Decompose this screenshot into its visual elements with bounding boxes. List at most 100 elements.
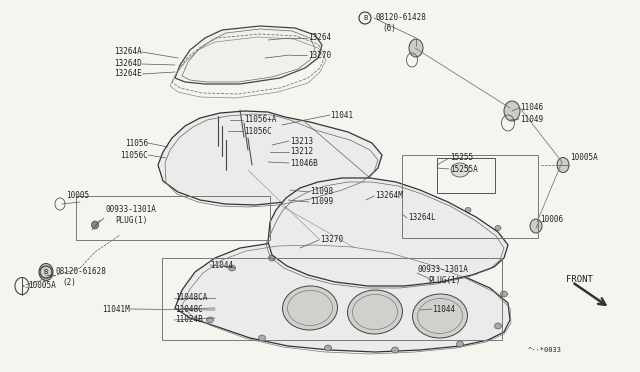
Ellipse shape <box>472 269 478 275</box>
Ellipse shape <box>372 282 378 288</box>
Ellipse shape <box>413 294 467 338</box>
Ellipse shape <box>337 249 344 255</box>
Ellipse shape <box>197 132 203 138</box>
Text: 11046: 11046 <box>520 103 543 112</box>
Ellipse shape <box>465 208 471 212</box>
Ellipse shape <box>307 193 313 199</box>
Ellipse shape <box>357 145 363 151</box>
Text: 00933-1301A: 00933-1301A <box>418 266 469 275</box>
Text: B: B <box>44 269 48 275</box>
Ellipse shape <box>259 335 266 341</box>
Ellipse shape <box>243 147 248 153</box>
Ellipse shape <box>248 162 253 168</box>
Text: 11099: 11099 <box>310 198 333 206</box>
Ellipse shape <box>269 253 275 257</box>
Ellipse shape <box>239 134 244 140</box>
Text: 13270: 13270 <box>308 51 331 60</box>
Text: 11056+A: 11056+A <box>244 115 276 125</box>
Ellipse shape <box>363 194 373 206</box>
Ellipse shape <box>169 180 175 185</box>
Ellipse shape <box>425 279 431 285</box>
Polygon shape <box>268 178 508 286</box>
Ellipse shape <box>500 291 508 297</box>
Ellipse shape <box>92 221 99 229</box>
Ellipse shape <box>312 157 344 183</box>
Text: 15255A: 15255A <box>450 164 477 173</box>
Ellipse shape <box>269 255 275 261</box>
Ellipse shape <box>467 269 474 275</box>
Ellipse shape <box>223 167 228 173</box>
Text: 08120-61428: 08120-61428 <box>375 13 426 22</box>
Ellipse shape <box>495 225 501 231</box>
Text: 11049: 11049 <box>520 115 543 124</box>
Text: 10006: 10006 <box>540 215 563 224</box>
Polygon shape <box>158 111 382 205</box>
Ellipse shape <box>282 286 337 330</box>
Ellipse shape <box>530 219 542 233</box>
Ellipse shape <box>495 323 502 329</box>
Text: 11041M: 11041M <box>102 305 130 314</box>
Text: 13264L: 13264L <box>408 214 436 222</box>
Ellipse shape <box>212 45 218 51</box>
Ellipse shape <box>403 208 413 220</box>
Ellipse shape <box>315 134 321 138</box>
Polygon shape <box>175 26 322 84</box>
Ellipse shape <box>504 101 520 121</box>
Text: 15255: 15255 <box>450 154 473 163</box>
Ellipse shape <box>392 347 399 353</box>
Bar <box>437 158 495 193</box>
Ellipse shape <box>216 143 221 149</box>
Text: 13270: 13270 <box>320 235 343 244</box>
Text: 11048CA: 11048CA <box>175 294 207 302</box>
Text: 11056C: 11056C <box>244 126 272 135</box>
Ellipse shape <box>228 265 236 271</box>
Text: 13264E: 13264E <box>115 70 142 78</box>
Text: 10005A: 10005A <box>28 280 56 289</box>
Ellipse shape <box>294 44 301 49</box>
Text: PLUG(1): PLUG(1) <box>428 276 460 285</box>
Text: 10005: 10005 <box>66 192 89 201</box>
Text: 11056C: 11056C <box>120 151 148 160</box>
Text: 13213: 13213 <box>290 137 313 145</box>
Text: 00933-1301A: 00933-1301A <box>105 205 156 215</box>
Text: 11044: 11044 <box>210 260 233 269</box>
Text: 08120-61628: 08120-61628 <box>56 267 107 276</box>
Ellipse shape <box>348 290 403 334</box>
Text: 11041: 11041 <box>330 110 353 119</box>
Ellipse shape <box>379 230 417 260</box>
Text: 10005A: 10005A <box>570 154 598 163</box>
Ellipse shape <box>352 183 358 187</box>
Ellipse shape <box>327 276 333 282</box>
Ellipse shape <box>220 153 225 159</box>
Ellipse shape <box>424 272 431 280</box>
Ellipse shape <box>214 149 246 175</box>
Text: 13264M: 13264M <box>375 192 403 201</box>
Text: 11024B: 11024B <box>175 315 203 324</box>
Text: 13264D: 13264D <box>115 60 142 68</box>
Text: 13264A: 13264A <box>115 48 142 57</box>
Text: (2): (2) <box>62 279 76 288</box>
Ellipse shape <box>255 198 261 202</box>
Ellipse shape <box>287 267 293 273</box>
Text: FRONT: FRONT <box>566 276 593 285</box>
Ellipse shape <box>456 341 463 347</box>
Ellipse shape <box>262 152 294 178</box>
Ellipse shape <box>417 196 423 201</box>
Bar <box>402 155 538 238</box>
Text: (6): (6) <box>382 25 396 33</box>
Ellipse shape <box>557 157 569 173</box>
Polygon shape <box>175 242 510 352</box>
Bar <box>76 196 270 240</box>
Ellipse shape <box>205 193 211 199</box>
Ellipse shape <box>39 263 53 280</box>
Ellipse shape <box>257 128 263 132</box>
Text: PLUG(1): PLUG(1) <box>115 217 147 225</box>
Text: 13212: 13212 <box>290 148 313 157</box>
Ellipse shape <box>433 235 471 265</box>
Ellipse shape <box>244 39 252 45</box>
Text: B: B <box>363 15 367 21</box>
Ellipse shape <box>404 255 412 261</box>
Ellipse shape <box>207 317 214 323</box>
Ellipse shape <box>292 202 298 208</box>
Text: 11044: 11044 <box>432 305 455 314</box>
